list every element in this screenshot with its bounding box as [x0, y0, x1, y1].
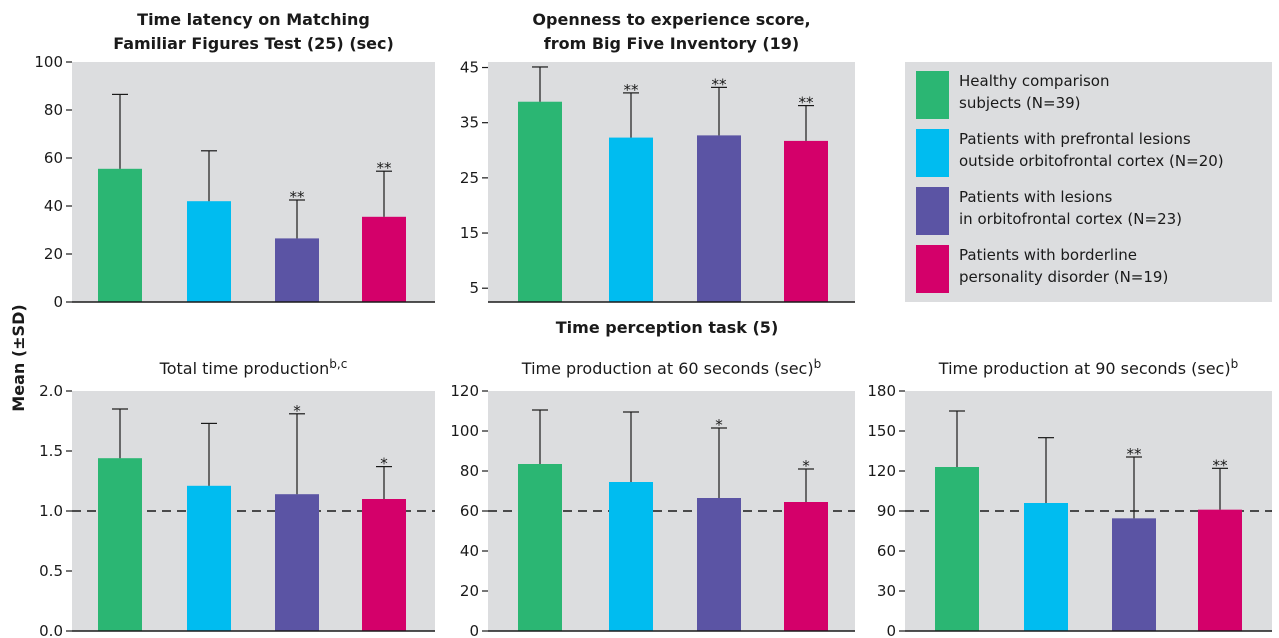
legend-swatch [916, 245, 949, 293]
y-tick-label: 100 [34, 53, 63, 71]
y-tick-label: 120 [450, 382, 479, 400]
significance-marker: * [380, 455, 388, 473]
y-tick-label: 20 [44, 245, 63, 263]
bar [784, 502, 828, 631]
legend-label: Patients with lesions [959, 188, 1112, 206]
bar [362, 216, 406, 302]
y-tick-label: 60 [877, 542, 896, 560]
y-tick-label: 25 [460, 169, 479, 187]
chart-panel-2: Openness to experience score, from Big Fi… [460, 10, 855, 303]
y-tick-label: 15 [460, 224, 479, 242]
chart-title: Time latency on Matching [137, 10, 370, 29]
bar [697, 135, 741, 302]
y-tick-label: 0.0 [39, 622, 63, 638]
chart-title: from Big Five Inventory (19) [544, 34, 800, 53]
y-tick-label: 5 [469, 279, 479, 297]
y-tick-label: 20 [460, 582, 479, 600]
legend-label: in orbitofrontal cortex (N=23) [959, 210, 1182, 228]
legend-label: Patients with borderline [959, 246, 1137, 264]
y-tick-label: 0 [469, 622, 479, 638]
chart-title: Familiar Figures Test (25) (sec) [113, 34, 394, 53]
significance-marker: * [293, 402, 301, 420]
bar [275, 494, 319, 631]
significance-marker: ** [712, 75, 728, 93]
bar [362, 499, 406, 631]
significance-marker: ** [799, 94, 815, 112]
legend-swatch [916, 71, 949, 119]
title-superscript: b [814, 357, 822, 371]
bar [275, 238, 319, 302]
y-axis-label: Mean (±SD) [9, 304, 28, 411]
y-tick-label: 40 [44, 197, 63, 215]
chart-panel-4: Time production at 60 seconds (sec)b 0 20 4… [450, 357, 855, 638]
legend-item: Patients with prefrontal lesions outside … [916, 129, 1224, 177]
y-tick-label: 45 [460, 59, 479, 77]
bar [187, 485, 231, 631]
bar [518, 101, 562, 302]
y-tick-label: 2.0 [39, 382, 63, 400]
legend-label: Healthy comparison [959, 72, 1109, 90]
bar [1112, 518, 1156, 631]
bar [609, 137, 653, 302]
legend-label: personality disorder (N=19) [959, 268, 1168, 286]
significance-marker: * [802, 457, 810, 475]
bar [935, 467, 979, 631]
bar [98, 458, 142, 631]
y-tick-label: 90 [877, 502, 896, 520]
y-tick-label: 40 [460, 542, 479, 560]
chart-title: Openness to experience score, [532, 10, 810, 29]
title-superscript: b,c [329, 357, 347, 371]
y-tick-label: 80 [460, 462, 479, 480]
bar [697, 498, 741, 631]
y-tick-label: 150 [867, 422, 896, 440]
significance-marker: ** [1127, 445, 1143, 463]
bar [609, 482, 653, 631]
legend-item: Healthy comparison subjects (N=39) [916, 71, 1109, 119]
chart-panel-5: Time production at 90 seconds (sec)b 0 30 6… [867, 357, 1272, 638]
bar [187, 201, 231, 302]
y-tick-label: 60 [44, 149, 63, 167]
chart-panel-1: Time latency on Matching Familiar Figures… [34, 10, 435, 311]
y-tick-label: 80 [44, 101, 63, 119]
y-tick-label: 100 [450, 422, 479, 440]
y-tick-label: 0 [53, 293, 63, 311]
legend-item: Patients with borderline personality diso… [916, 245, 1168, 293]
y-tick-label: 35 [460, 114, 479, 132]
significance-marker: ** [377, 159, 393, 177]
bar [784, 140, 828, 302]
y-tick-label: 30 [877, 582, 896, 600]
significance-marker: ** [1213, 456, 1229, 474]
significance-marker: ** [290, 188, 306, 206]
chart-title: Total time productionb,c [159, 357, 348, 378]
y-tick-label: 0.5 [39, 562, 63, 580]
y-tick-label: 60 [460, 502, 479, 520]
bar [518, 464, 562, 631]
section-title: Time perception task (5) [556, 318, 779, 337]
chart-panels: Time latency on Matching Familiar Figures… [34, 10, 1272, 638]
y-tick-label: 120 [867, 462, 896, 480]
legend-item: Patients with lesions in orbitofrontal co… [916, 187, 1182, 235]
chart-panel-3: Total time productionb,c 0.0 0.5 1.0 1.5 2.0 *… [39, 357, 435, 638]
legend-swatch [916, 129, 949, 177]
bar [1024, 503, 1068, 631]
bar [1198, 509, 1242, 631]
y-tick-label: 180 [867, 382, 896, 400]
title-superscript: b [1231, 357, 1239, 371]
legend-label: outside orbitofrontal cortex (N=20) [959, 152, 1224, 170]
y-tick-label: 0 [886, 622, 896, 638]
significance-marker: * [715, 416, 723, 434]
legend-background [905, 62, 1272, 302]
legend: Healthy comparison subjects (N=39) Patient… [905, 62, 1272, 302]
chart-title: Time production at 60 seconds (sec)b [521, 357, 821, 378]
chart-title: Time production at 90 seconds (sec)b [938, 357, 1238, 378]
legend-swatch [916, 187, 949, 235]
bar [98, 168, 142, 302]
legend-label: subjects (N=39) [959, 94, 1081, 112]
y-tick-label: 1.5 [39, 442, 63, 460]
y-tick-label: 1.0 [39, 502, 63, 520]
legend-label: Patients with prefrontal lesions [959, 130, 1191, 148]
significance-marker: ** [624, 81, 640, 99]
